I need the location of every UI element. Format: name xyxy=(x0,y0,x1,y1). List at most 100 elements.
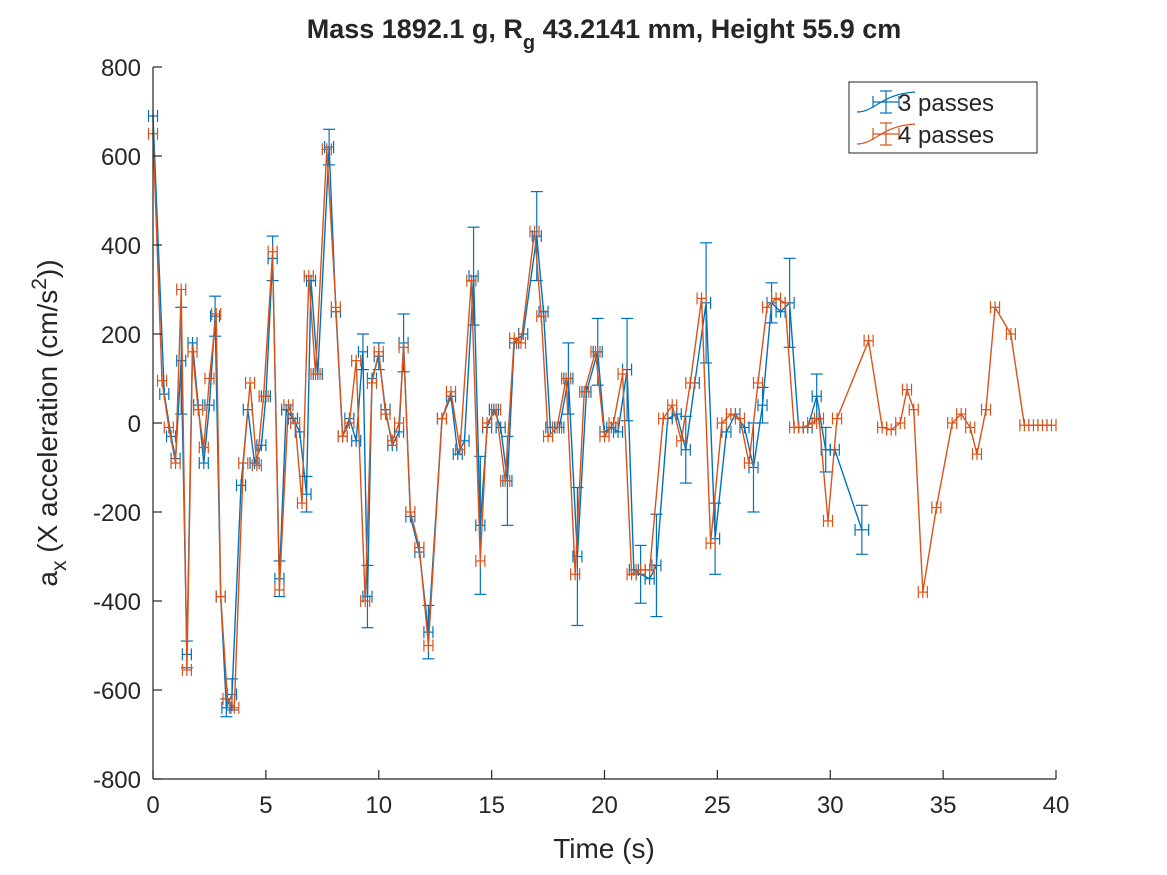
y-tick-label: -200 xyxy=(93,500,141,527)
data-point xyxy=(779,296,791,309)
data-point xyxy=(360,595,371,607)
data-point xyxy=(258,390,269,403)
data-point xyxy=(274,583,285,596)
data-point xyxy=(176,283,187,296)
data-point xyxy=(1005,328,1016,340)
data-point xyxy=(500,474,511,487)
data-point xyxy=(436,412,448,425)
legend-entry-3-passes: 3 passes xyxy=(856,90,994,117)
data-point xyxy=(204,399,215,412)
data-point xyxy=(956,408,967,421)
data-point xyxy=(163,421,174,434)
x-tick-label: 25 xyxy=(704,792,731,819)
data-point xyxy=(251,459,262,472)
legend-label-4-passes: 4 passes xyxy=(898,122,994,149)
data-point xyxy=(235,479,247,492)
data-point xyxy=(198,441,209,454)
legend: 3 passes 4 passes xyxy=(848,81,1038,154)
x-tick-label: 35 xyxy=(930,792,957,819)
data-point xyxy=(303,270,314,283)
ylabel-superscript: 2 xyxy=(28,278,51,290)
y-axis-label: ax (X acceleration (cm/s2)) xyxy=(28,259,71,586)
data-point xyxy=(529,225,540,238)
data-point xyxy=(215,590,226,603)
series-4-passes xyxy=(147,127,1057,714)
data-point xyxy=(608,417,619,429)
y-tick-label: -800 xyxy=(93,767,141,794)
data-point xyxy=(650,513,663,618)
x-axis-label: Time (s) xyxy=(553,833,655,864)
title-subscript: g xyxy=(523,32,535,54)
y-tick-label: -400 xyxy=(93,589,141,616)
data-point xyxy=(256,439,267,452)
x-tick-label: 15 xyxy=(478,792,505,819)
plot-area xyxy=(153,67,1056,779)
legend-label-3-passes: 3 passes xyxy=(898,90,994,117)
data-point xyxy=(971,448,983,461)
data-point xyxy=(405,506,416,518)
data-point xyxy=(398,341,409,354)
data-point xyxy=(337,430,348,443)
data-point xyxy=(267,245,278,258)
data-point xyxy=(931,501,942,514)
data-point xyxy=(570,568,581,581)
data-point xyxy=(756,386,769,424)
data-point xyxy=(658,412,669,425)
data-point xyxy=(373,345,384,358)
data-point xyxy=(187,345,198,358)
data-point xyxy=(561,372,572,385)
data-point xyxy=(454,443,466,456)
data-point xyxy=(947,417,958,429)
title-part1: Mass 1892.1 g, R xyxy=(307,14,523,44)
data-point xyxy=(743,457,755,470)
data-point xyxy=(617,368,628,381)
ylabel-subscript: x xyxy=(48,560,71,571)
data-point xyxy=(475,554,486,567)
legend-entry-4-passes: 4 passes xyxy=(856,122,994,149)
data-point xyxy=(980,403,992,416)
x-tick-label: 30 xyxy=(817,792,844,819)
data-point xyxy=(895,417,906,429)
data-point xyxy=(542,430,554,443)
data-point xyxy=(344,417,355,429)
data-point xyxy=(551,421,563,434)
data-point xyxy=(393,417,405,429)
legend-box xyxy=(848,81,1038,154)
data-point xyxy=(752,376,764,389)
data-point xyxy=(571,486,584,627)
data-point xyxy=(734,412,746,425)
data-point xyxy=(822,514,834,527)
data-point xyxy=(229,701,240,714)
data-point xyxy=(414,541,425,554)
data-point xyxy=(321,143,332,156)
data-point xyxy=(807,417,818,429)
data-point xyxy=(238,457,249,470)
y-tick-label: 200 xyxy=(101,322,141,349)
ylabel-mid: (X acceleration (cm/s xyxy=(32,290,63,561)
data-point xyxy=(366,376,378,389)
ylabel-base: a xyxy=(32,571,63,587)
chart-title: Mass 1892.1 g, Rg 43.2141 mm, Height 55.… xyxy=(307,14,902,54)
data-point xyxy=(854,504,870,555)
y-ticks: -800 -600 -400 -200 0 200 400 600 800 xyxy=(93,55,162,794)
ylabel-end: )) xyxy=(32,259,63,278)
data-point xyxy=(515,336,527,349)
data-point xyxy=(590,345,601,358)
data-point xyxy=(356,333,369,371)
x-tick-label: 0 xyxy=(146,792,159,819)
data-point xyxy=(696,292,707,305)
x-tick-label: 10 xyxy=(365,792,392,819)
y-tick-label: 400 xyxy=(101,233,141,260)
data-point xyxy=(685,376,696,389)
data-point xyxy=(599,430,610,443)
series-layer xyxy=(147,109,1057,718)
data-point xyxy=(423,639,434,652)
data-point xyxy=(181,663,192,676)
x-tick-label: 20 xyxy=(591,792,618,819)
data-point xyxy=(965,421,976,434)
data-point xyxy=(644,563,655,576)
data-point xyxy=(831,412,843,425)
data-point xyxy=(579,385,590,398)
data-point xyxy=(536,310,547,323)
